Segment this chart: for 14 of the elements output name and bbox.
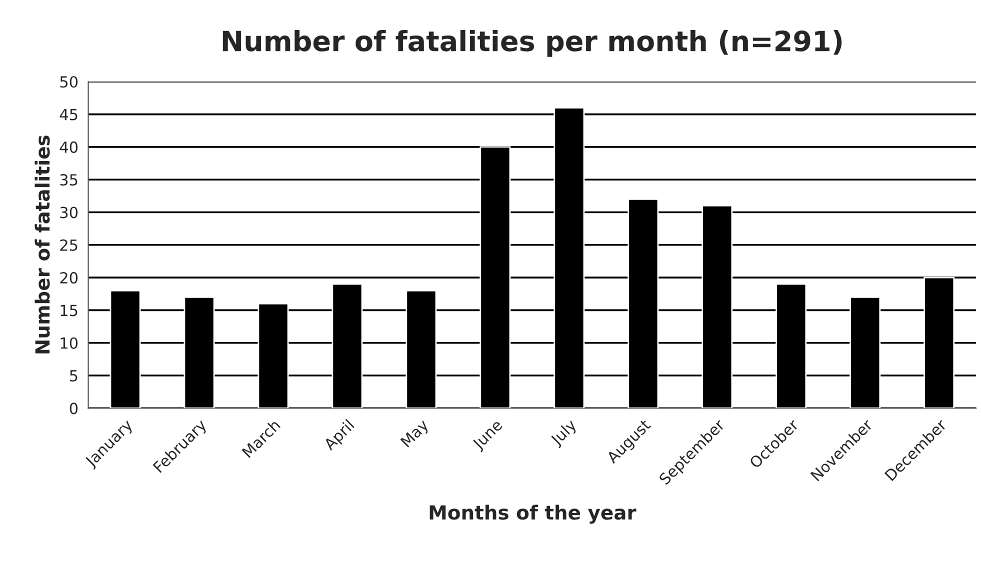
- y-tick-label: 0: [70, 402, 78, 414]
- y-tick-label: 15: [60, 304, 78, 316]
- y-tick-label: 50: [60, 76, 78, 88]
- chart-title: Number of fatalities per month (n=291): [222, 30, 842, 57]
- x-axis-title: Months of the year: [430, 504, 636, 524]
- y-tick-label: 40: [60, 141, 78, 153]
- y-tick-label: 10: [60, 337, 78, 349]
- y-tick-label: 25: [60, 239, 78, 251]
- y-axis-title: Number of fatalities: [34, 136, 50, 354]
- y-tick-label: 30: [60, 206, 78, 218]
- y-tick-label: 45: [60, 108, 78, 120]
- y-tick-label: 20: [60, 272, 78, 284]
- y-tick-label: 5: [70, 370, 78, 382]
- y-tick-label: 35: [60, 174, 78, 186]
